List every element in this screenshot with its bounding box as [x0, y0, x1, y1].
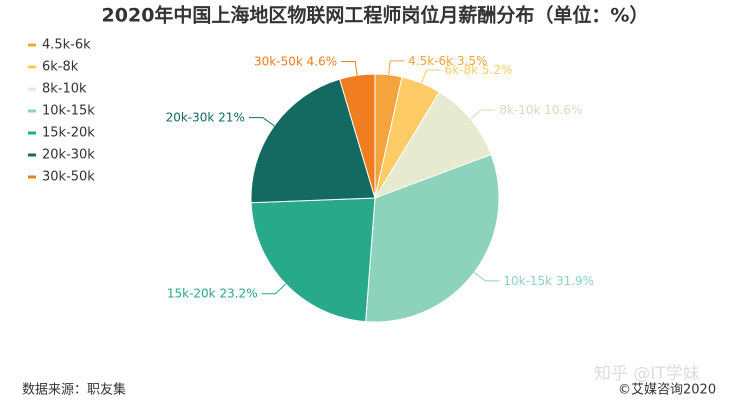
leader-line [388, 60, 405, 75]
data-label-value: 5.2% [482, 63, 513, 77]
chart-title: 2020年中国上海地区物联网工程师岗位月薪酬分布（单位：%） [102, 4, 649, 27]
legend-label: 10k-15k [42, 104, 95, 119]
leader-line [473, 272, 500, 282]
data-label-value: 31.9% [556, 273, 594, 287]
legend-label: 30k-50k [42, 170, 95, 185]
data-label-category: 30k-50k [254, 54, 303, 68]
data-label: 4.5k-6k 3.5% [408, 53, 487, 67]
leader-line [341, 60, 358, 76]
watermark: 知乎 @IT学妹 [594, 364, 700, 384]
data-label-value: 21% [218, 110, 245, 124]
pie-slice [373, 91, 492, 199]
data-label: 8k-10k 10.6% [499, 103, 582, 117]
data-label-value: 10.6% [544, 103, 582, 117]
leader-line [248, 117, 275, 127]
data-label-value: 23.2% [219, 286, 257, 300]
data-label-category: 6k-8k [445, 63, 479, 77]
data-label: 20k-30k 21% [166, 110, 245, 124]
pie-slice [250, 197, 376, 323]
data-label-category: 4.5k-6k [408, 53, 453, 67]
leader-line [261, 283, 287, 295]
data-label-category: 15k-20k [167, 286, 216, 300]
data-label-value: 3.5% [457, 53, 488, 67]
legend-label: 4.5k-6k [42, 38, 91, 53]
pie-slice [365, 153, 500, 323]
data-label: 10k-15k 31.9% [503, 273, 594, 287]
data-label: 15k-20k 23.2% [167, 286, 258, 300]
leader-line [470, 109, 496, 120]
legend-label: 20k-30k [42, 148, 95, 163]
data-label: 6k-8k 5.2% [445, 63, 513, 77]
legend-label: 8k-10k [42, 82, 87, 97]
data-label-value: 4.6% [307, 54, 338, 68]
copyright: ©艾媒咨询2020 [618, 383, 716, 398]
data-label-category: 8k-10k [499, 103, 540, 117]
data-label: 30k-50k 4.6% [254, 54, 337, 68]
data-label-category: 20k-30k [166, 110, 215, 124]
pie-slice [339, 73, 376, 199]
pie-slice [250, 78, 376, 204]
legend-label: 6k-8k [42, 60, 79, 75]
data-label-category: 10k-15k [503, 273, 552, 287]
source: 数据来源：职友集 [22, 382, 126, 398]
legend-label: 15k-20k [42, 126, 95, 141]
leader-line [420, 69, 441, 84]
